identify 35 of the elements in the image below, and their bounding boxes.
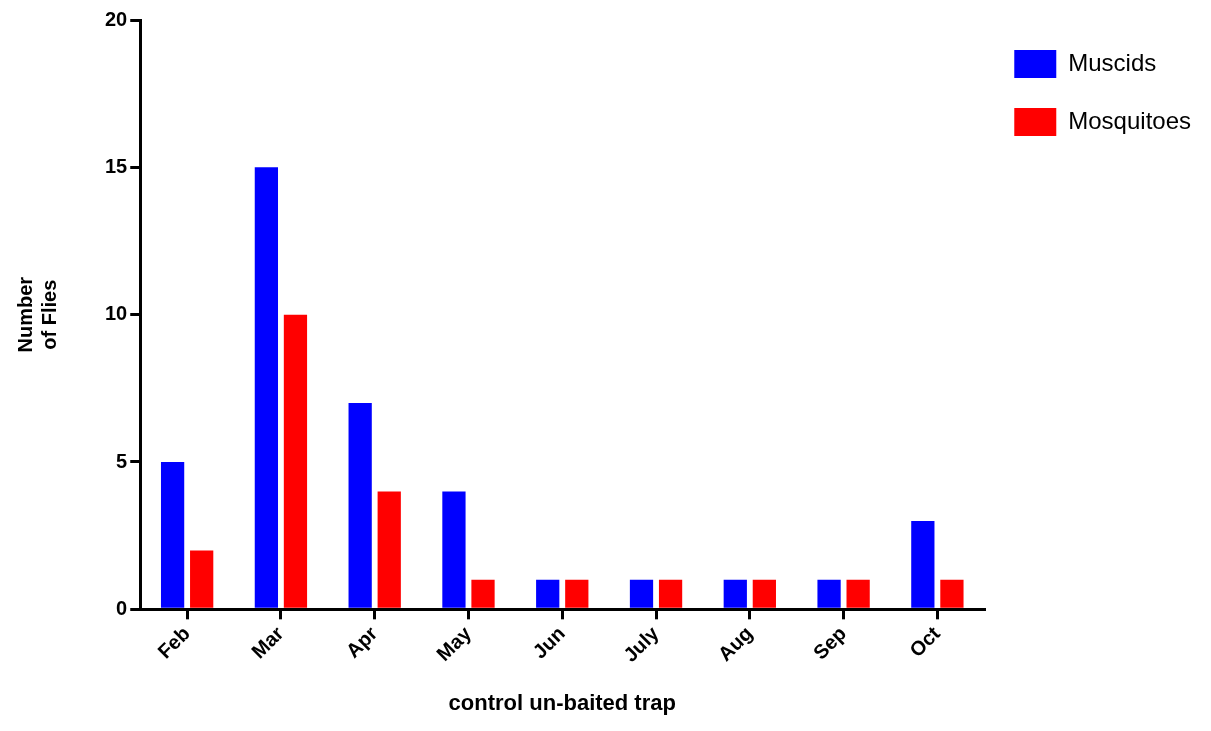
bar bbox=[254, 167, 279, 608]
bar bbox=[723, 579, 747, 608]
bar bbox=[283, 314, 308, 608]
bar bbox=[442, 491, 466, 608]
bar bbox=[160, 462, 185, 608]
x-tick-label: Aug bbox=[713, 621, 757, 666]
bar bbox=[846, 579, 870, 608]
bar bbox=[911, 520, 935, 608]
x-tick-label: Jun bbox=[528, 621, 569, 663]
y-tick-label: 5 bbox=[116, 449, 128, 472]
bar bbox=[565, 579, 589, 608]
y-tick-label: 20 bbox=[105, 7, 128, 30]
y-tick-label: 10 bbox=[105, 302, 128, 325]
bar bbox=[752, 579, 776, 608]
bar bbox=[377, 491, 401, 608]
x-tick-label: Mar bbox=[246, 621, 288, 663]
x-tick-label: Oct bbox=[904, 621, 945, 662]
x-tick-label: May bbox=[432, 621, 476, 666]
x-axis-title: control un-baited trap bbox=[448, 689, 676, 715]
x-tick-label: Feb bbox=[153, 621, 194, 663]
bar bbox=[629, 579, 654, 608]
x-tick-label: Apr bbox=[341, 621, 382, 662]
legend-label: Muscids bbox=[1068, 48, 1157, 76]
y-axis-title: Number of Flies bbox=[13, 276, 60, 353]
bar bbox=[536, 579, 560, 608]
bar bbox=[817, 579, 841, 608]
y-tick-label: 15 bbox=[105, 154, 128, 177]
bar bbox=[348, 403, 372, 608]
x-tick-label: Sep bbox=[808, 621, 851, 664]
bar bbox=[940, 579, 964, 608]
y-tick-label: 0 bbox=[116, 596, 128, 619]
bar bbox=[471, 579, 495, 608]
legend-label: Mosquitoes bbox=[1068, 106, 1191, 134]
bar bbox=[658, 579, 683, 608]
bar bbox=[190, 550, 214, 608]
